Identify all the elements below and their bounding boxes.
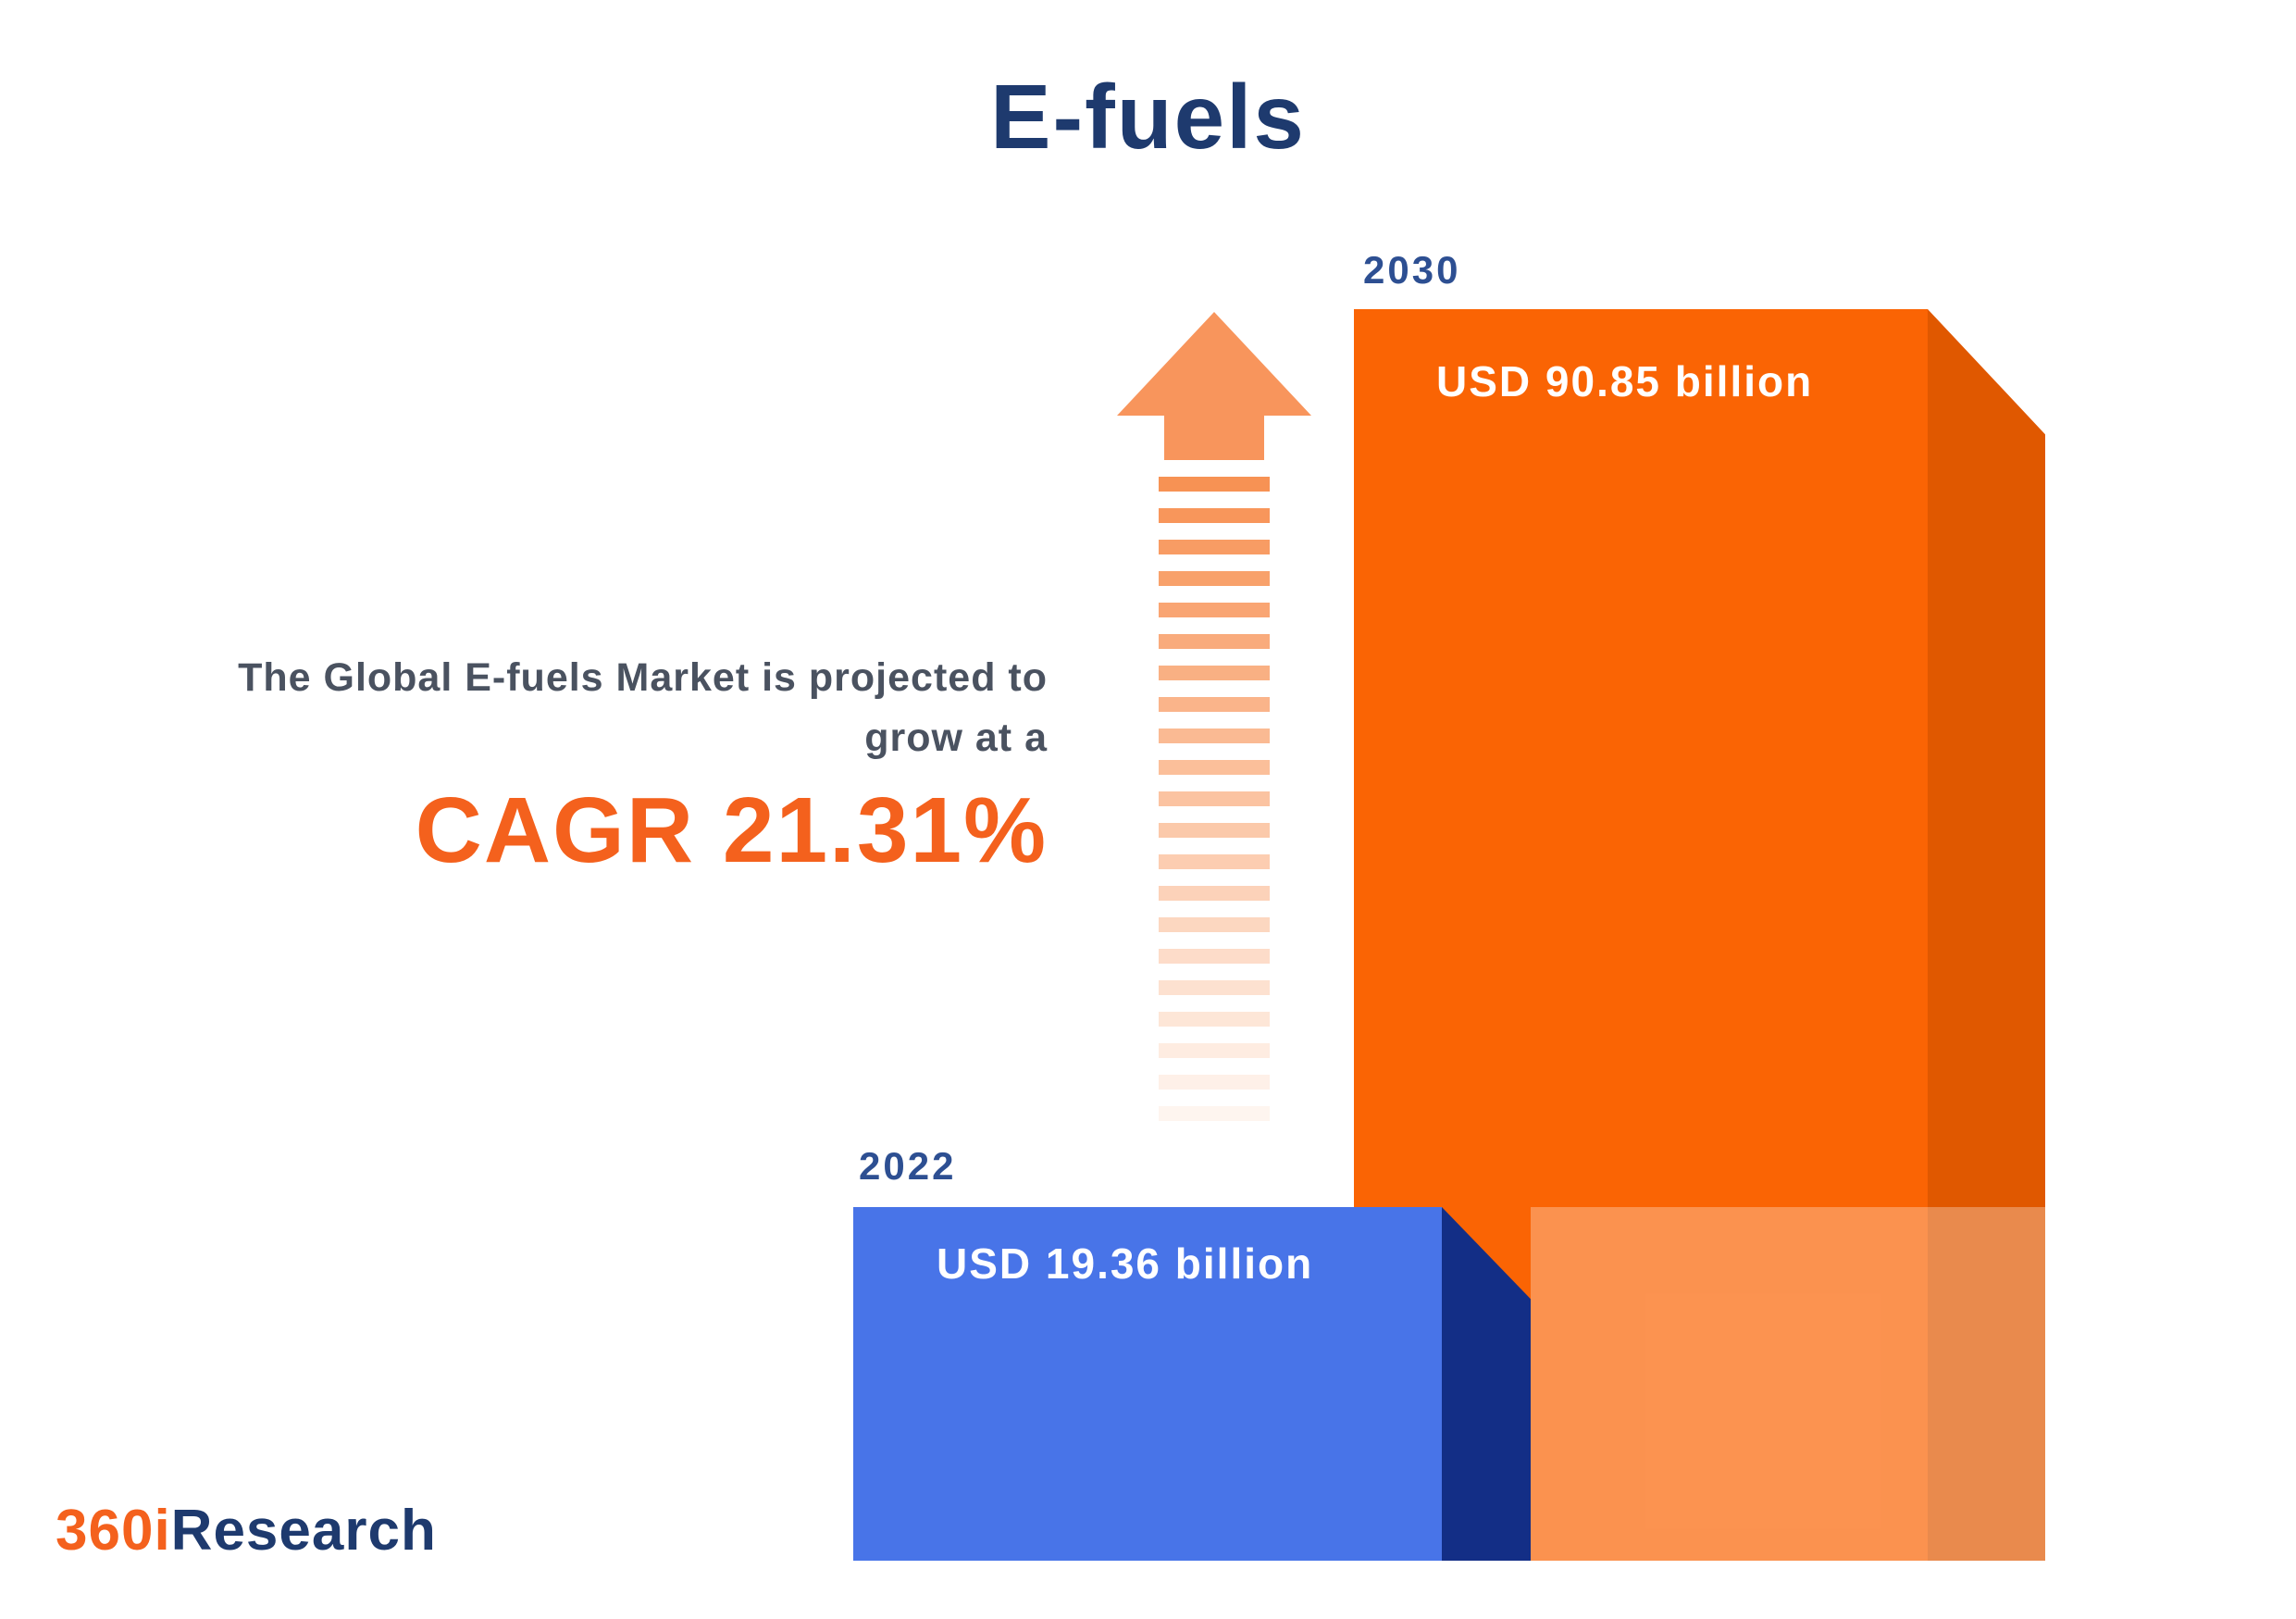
growth-arrow-dash xyxy=(1159,980,1270,995)
growth-arrow-dash xyxy=(1159,666,1270,680)
market-description: The Global E-fuels Market is projected t… xyxy=(30,648,1048,767)
growth-arrow-dash xyxy=(1159,697,1270,712)
growth-arrow-dash xyxy=(1159,760,1270,775)
description-line-2: grow at a xyxy=(864,715,1048,760)
bar-2030-side-face xyxy=(1928,309,2045,1561)
bar-2030-shaded-overlap xyxy=(1531,1207,2045,1561)
growth-arrow-dash xyxy=(1159,1043,1270,1058)
brand-logo-part-2: Research xyxy=(170,1499,437,1563)
bar-2022-front-face xyxy=(853,1207,1442,1561)
page-title: E-fuels xyxy=(990,66,1306,168)
growth-arrow-dash xyxy=(1159,477,1270,492)
growth-arrow-dash xyxy=(1159,917,1270,932)
growth-arrow-dash xyxy=(1159,508,1270,523)
brand-logo: 360iResearch xyxy=(56,1498,437,1563)
growth-arrow-dash xyxy=(1159,1106,1270,1121)
year-label-2030: 2030 xyxy=(1363,248,1461,292)
bar-2030-value-label: USD 90.85 billion xyxy=(1436,357,1814,405)
growth-arrow-dash xyxy=(1159,886,1270,901)
growth-arrow-icon xyxy=(1117,312,1311,416)
growth-arrow-dash xyxy=(1159,571,1270,586)
growth-arrow-dash xyxy=(1159,854,1270,869)
growth-arrow-neck xyxy=(1164,416,1264,460)
growth-arrow-dash xyxy=(1159,603,1270,617)
growth-arrow-dash xyxy=(1159,949,1270,964)
year-label-2022: 2022 xyxy=(859,1144,957,1188)
growth-arrow-dash xyxy=(1159,1075,1270,1090)
bar-2022-value-label: USD 19.36 billion xyxy=(937,1239,1314,1288)
growth-arrow-dash xyxy=(1159,1012,1270,1027)
growth-arrow-dash xyxy=(1159,729,1270,743)
description-line-1: The Global E-fuels Market is projected t… xyxy=(238,655,1048,700)
growth-arrow-dash xyxy=(1159,791,1270,806)
growth-arrow-dash xyxy=(1159,634,1270,649)
growth-arrow-dash xyxy=(1159,540,1270,554)
brand-logo-part-1: 360i xyxy=(56,1499,171,1563)
growth-arrow-dash xyxy=(1159,823,1270,838)
cagr-value: CAGR 21.31% xyxy=(415,778,1048,882)
